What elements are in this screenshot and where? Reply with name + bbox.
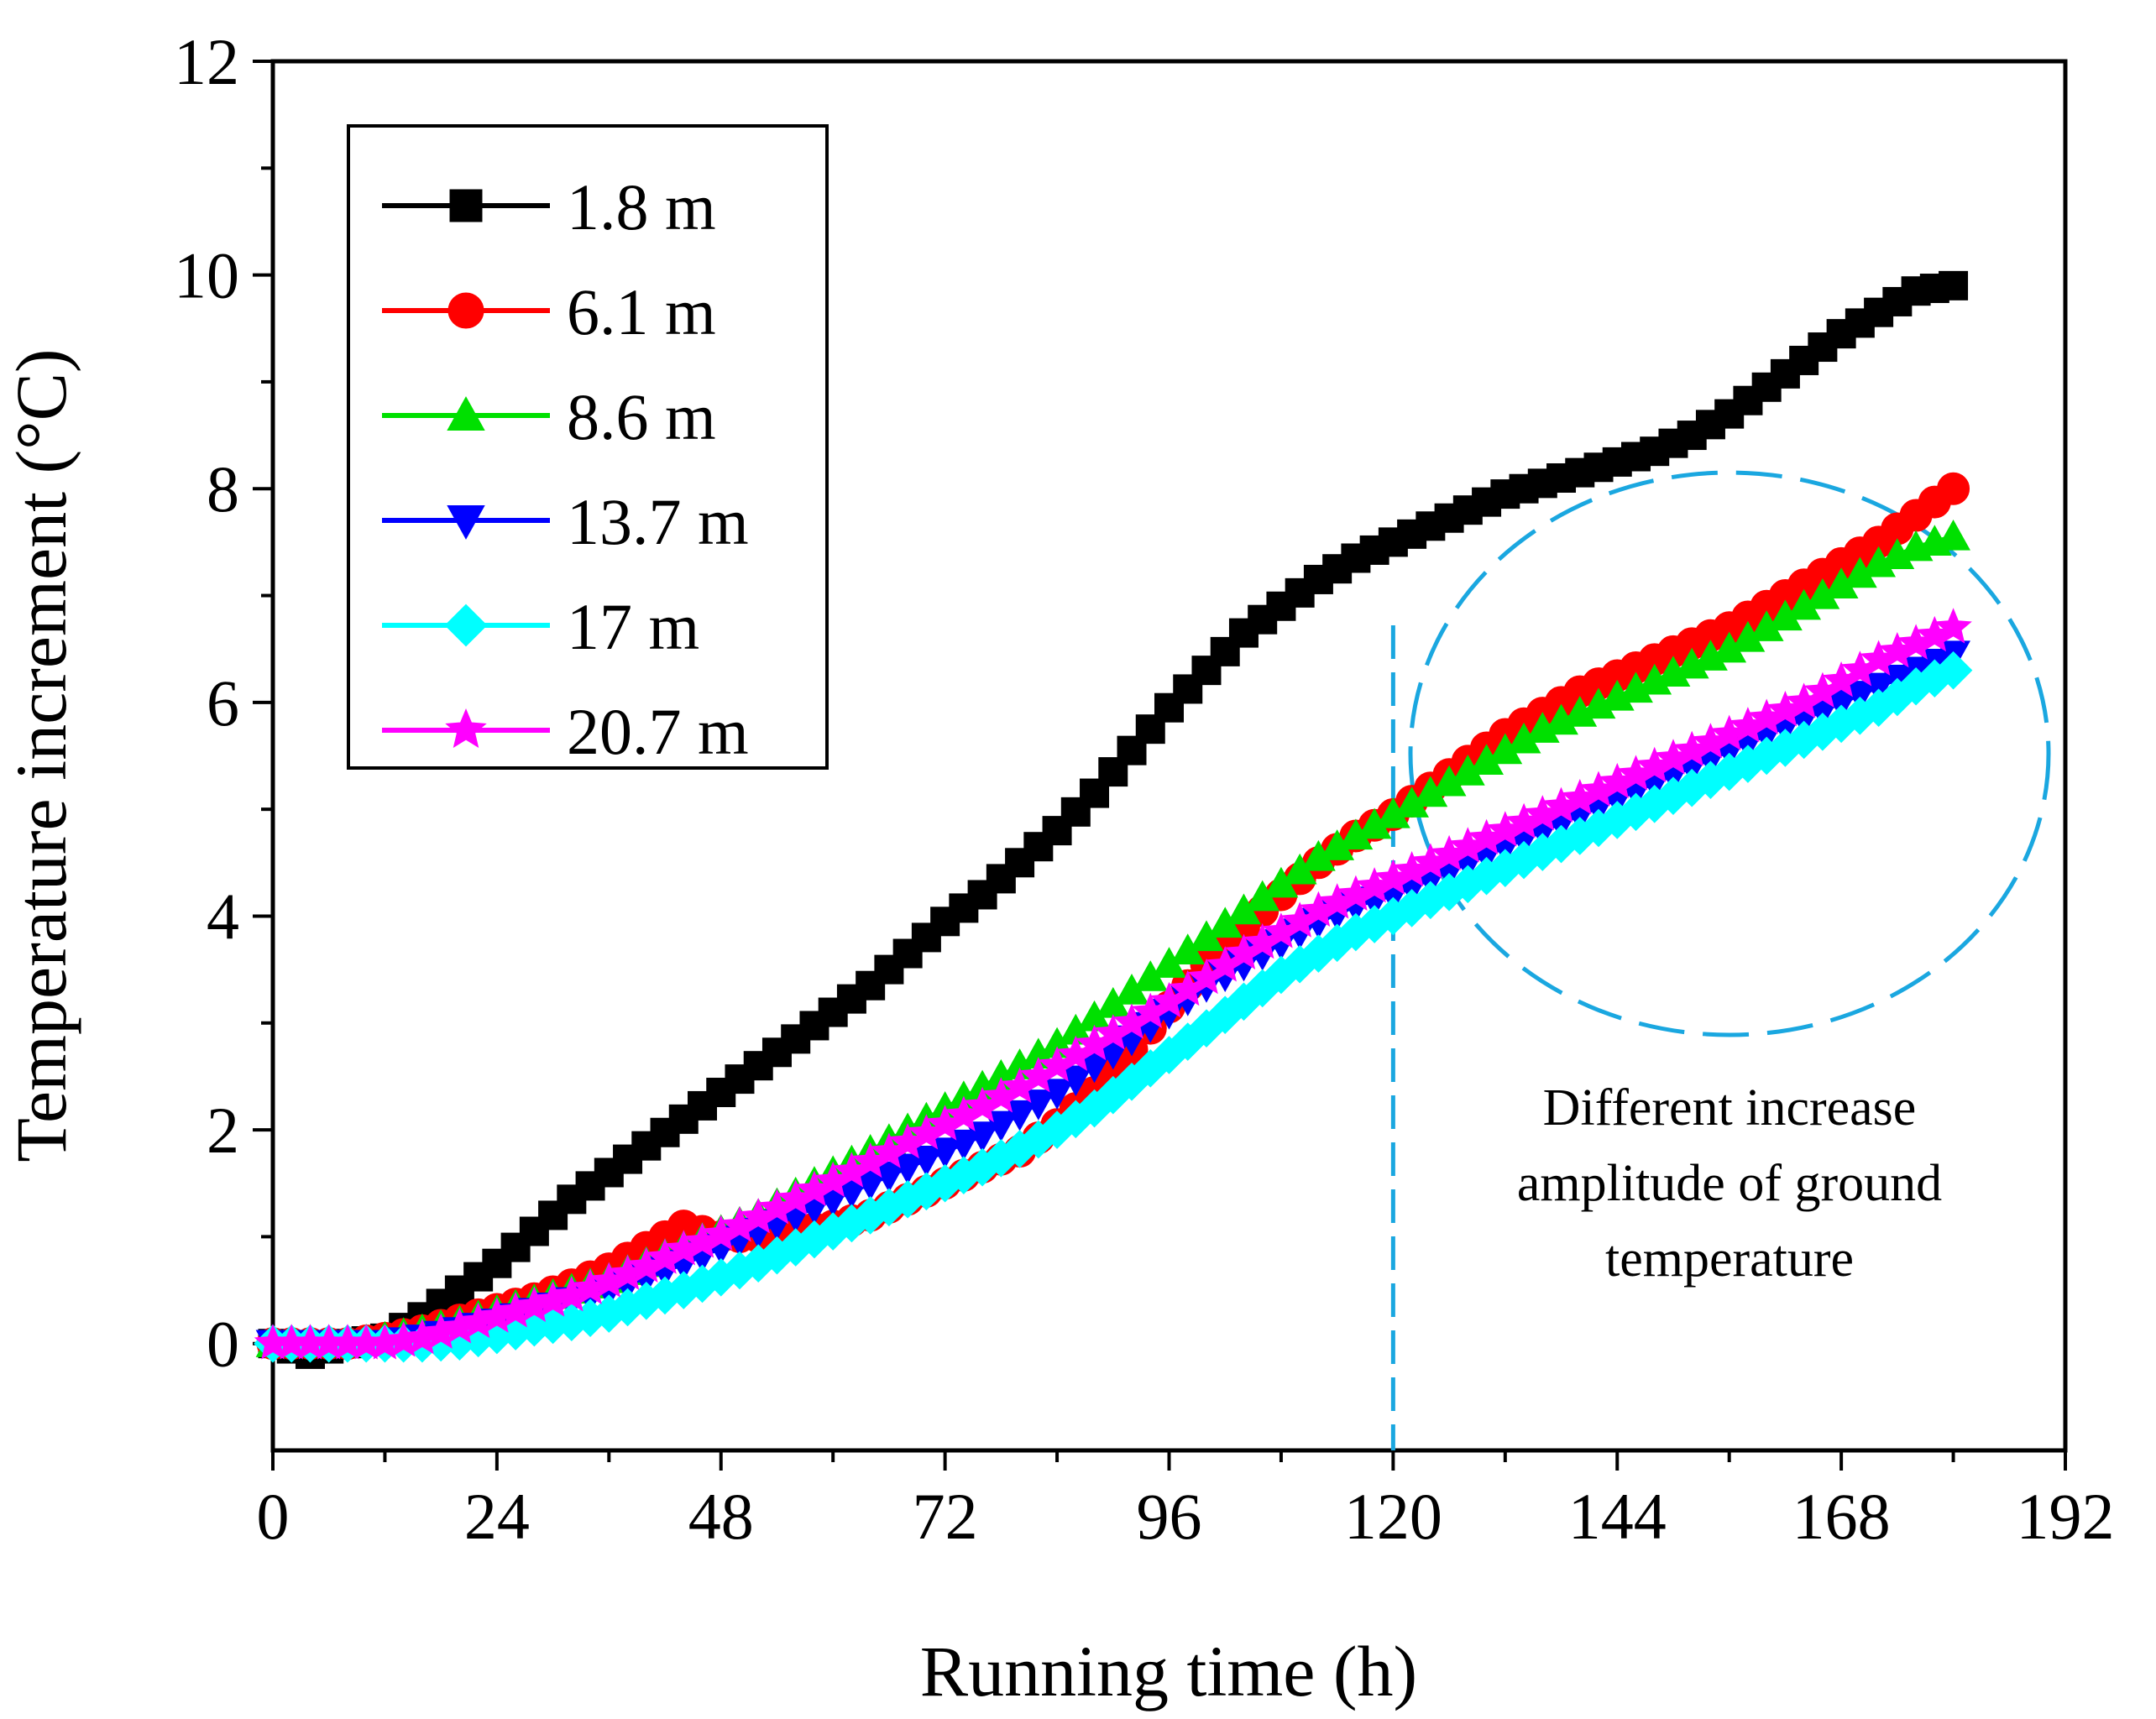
legend-entry: 1.8 m <box>382 170 716 243</box>
data-point <box>1939 270 1969 300</box>
legend-entry: 13.7 m <box>382 485 749 558</box>
legend-label: 13.7 m <box>567 485 749 558</box>
y-tick-label: 2 <box>207 1094 239 1167</box>
annotation-line-3: temperature <box>1605 1230 1854 1288</box>
annotation-line-2: amplitude of ground <box>1517 1155 1942 1212</box>
legend-label: 6.1 m <box>567 275 716 348</box>
legend-entry: 6.1 m <box>382 275 716 348</box>
legend-entry: 8.6 m <box>382 380 716 453</box>
data-point <box>1191 656 1222 686</box>
data-point <box>1934 608 1972 644</box>
legend-label: 1.8 m <box>567 170 716 243</box>
legend: 1.8 m 6.1 m 8.6 m 13.7 m 17 m 20.7 m <box>347 124 829 770</box>
y-tick-label: 8 <box>207 452 239 525</box>
legend-entry: 20.7 m <box>382 695 749 768</box>
legend-swatch-marker <box>447 505 485 540</box>
annotation-layer <box>1390 470 2051 1450</box>
data-point <box>1937 472 1970 505</box>
legend-label: 17 m <box>567 590 699 663</box>
data-point <box>1154 692 1184 723</box>
data-point <box>908 1145 944 1177</box>
data-point <box>1936 519 1970 551</box>
legend-label: 8.6 m <box>567 380 716 453</box>
legend-box <box>347 124 829 770</box>
annotation-line-1: Different increase <box>1543 1079 1917 1136</box>
y-tick-label: 10 <box>174 239 239 312</box>
legend-entries: 1.8 m 6.1 m 8.6 m 13.7 m 17 m 20.7 m <box>382 170 749 768</box>
y-tick-label: 6 <box>207 666 239 739</box>
x-axis-title: Running time (h) <box>920 1631 1417 1711</box>
data-point <box>1002 1100 1037 1131</box>
legend-label: 20.7 m <box>567 695 749 768</box>
legend-swatch-marker <box>447 396 485 431</box>
annotation-ellipse <box>1408 470 2051 1037</box>
legend-swatch-marker <box>444 603 488 647</box>
data-point <box>482 1248 512 1278</box>
y-tick-label: 0 <box>207 1308 239 1381</box>
data-point <box>1861 672 1897 704</box>
series-20-7-m <box>254 608 1972 1360</box>
data-point <box>1021 1089 1056 1121</box>
series-1-8-m <box>258 270 1969 1369</box>
x-tick-label: 0 <box>257 1480 290 1553</box>
legend-entry: 17 m <box>382 590 699 663</box>
series-layer <box>254 270 1973 1369</box>
legend-swatch-marker <box>449 189 483 222</box>
data-point <box>1039 1079 1075 1110</box>
legend-swatch-marker <box>447 292 484 329</box>
x-tick-label: 192 <box>2017 1480 2115 1553</box>
x-tick-label: 168 <box>1792 1480 1891 1553</box>
x-tick-label: 144 <box>1568 1480 1667 1553</box>
legend-swatch-marker <box>445 708 487 749</box>
axis-ticks <box>253 60 2067 1471</box>
x-tick-label: 72 <box>913 1480 978 1553</box>
x-tick-label: 48 <box>688 1480 754 1553</box>
y-axis-title: Temperature increment (°C) <box>1 348 81 1162</box>
y-tick-label: 12 <box>174 25 239 98</box>
data-point <box>890 1153 925 1185</box>
x-tick-label: 96 <box>1137 1480 1202 1553</box>
y-tick-label: 4 <box>207 880 239 953</box>
x-tick-label: 24 <box>464 1480 530 1553</box>
data-point <box>1934 651 1973 690</box>
x-tick-label: 120 <box>1344 1480 1442 1553</box>
